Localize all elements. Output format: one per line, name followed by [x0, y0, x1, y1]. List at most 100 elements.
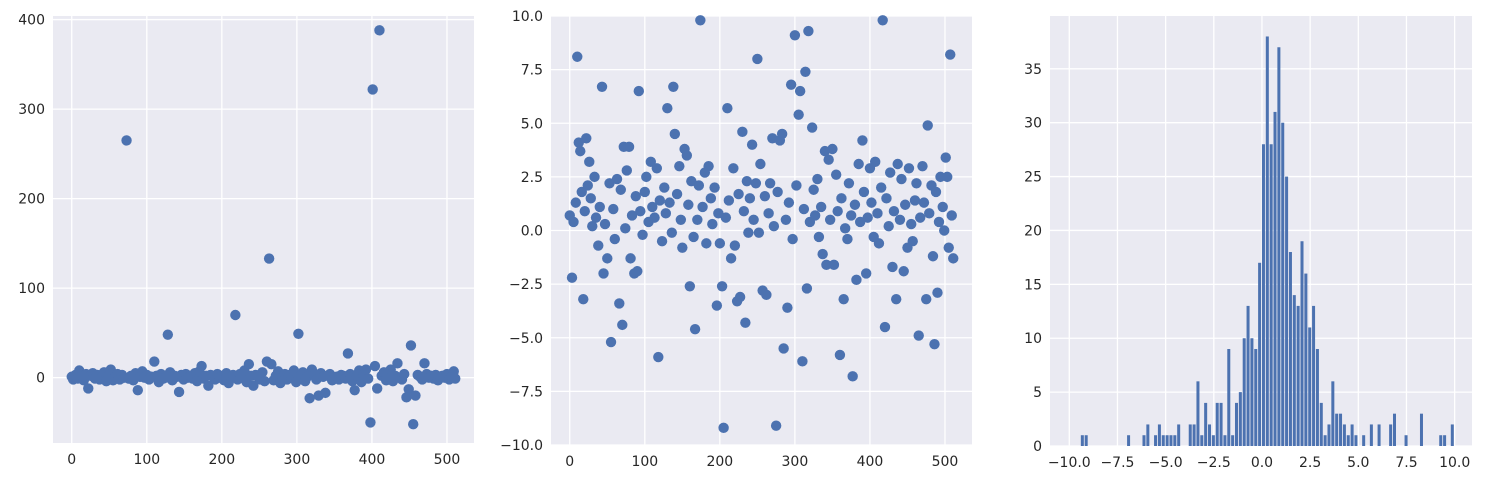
- scatter-point: [759, 190, 771, 202]
- histogram-bar: [1285, 176, 1289, 446]
- scatter-point: [930, 186, 942, 198]
- histogram-bar: [1392, 413, 1397, 446]
- scatter-point: [656, 236, 668, 247]
- scatter-point: [917, 160, 928, 172]
- scatter-point: [692, 214, 703, 225]
- scatter-point: [921, 293, 932, 305]
- scatter-point: [689, 323, 701, 335]
- scatter-point: [752, 53, 763, 65]
- x-tick-label: 200: [208, 452, 235, 468]
- scatter-point: [924, 208, 935, 219]
- scatter-point: [371, 383, 383, 394]
- scatter-point: [320, 387, 331, 399]
- scatter-point: [609, 233, 620, 245]
- scatter-point: [932, 287, 943, 298]
- histogram-bar: [1389, 424, 1393, 446]
- scatter-point: [196, 360, 207, 372]
- scatter-point: [651, 163, 663, 174]
- histogram-bar: [1335, 413, 1339, 446]
- scatter-point: [572, 51, 583, 62]
- scatter-point: [602, 253, 613, 264]
- scatter-point: [362, 373, 374, 384]
- scatter-panel-left: 0 100 200 300 400 500 0 100 200 300 400: [18, 13, 474, 468]
- scatter-point: [681, 150, 693, 161]
- scatter-point: [683, 199, 694, 210]
- scatter-point: [575, 145, 586, 157]
- histogram-bar: [1377, 424, 1381, 446]
- histogram-bar: [1188, 424, 1192, 446]
- scatter-point: [733, 188, 744, 200]
- histogram-bar: [1208, 424, 1212, 446]
- scatter-point: [671, 188, 683, 200]
- scatter-point: [803, 25, 814, 37]
- scatter-point: [626, 210, 638, 221]
- histogram-bar: [1319, 402, 1323, 446]
- y-tick-label: 15: [1024, 277, 1042, 293]
- histogram-bar: [1342, 424, 1346, 446]
- scatter-point: [729, 240, 741, 251]
- y-tick-label: 5.0: [521, 116, 543, 132]
- scatter-point: [450, 373, 461, 384]
- scatter-point: [753, 227, 765, 238]
- histogram-panel-right: −10.0 −7.5 −5.0 −2.5 0.0 2.5 5.0 7.5 10.0 0 5 10 15 2…: [1024, 16, 1472, 471]
- histogram-bar: [1308, 327, 1312, 446]
- histogram-bar: [1227, 349, 1231, 446]
- scatter-point: [266, 359, 277, 370]
- scatter-point: [633, 85, 645, 97]
- scatter-point: [800, 66, 811, 77]
- histogram-bar: [1223, 435, 1227, 446]
- y-tick-label: 0.0: [521, 224, 543, 240]
- scatter-point: [869, 156, 881, 168]
- scatter-point: [851, 274, 862, 286]
- scatter-point: [836, 193, 847, 204]
- scatter-point: [581, 133, 592, 144]
- scatter-point: [821, 259, 832, 271]
- scatter-point: [419, 358, 430, 369]
- scatter-point: [834, 349, 846, 361]
- histogram-bar: [1443, 435, 1447, 446]
- scatter-point: [738, 205, 750, 217]
- histogram-bar: [1281, 122, 1285, 447]
- scatter-point: [593, 240, 604, 251]
- x-tick-label: 200: [706, 454, 733, 470]
- scatter-point: [641, 171, 652, 183]
- histogram-bar: [1300, 241, 1304, 446]
- histogram-bar: [1346, 435, 1350, 446]
- x-tick-label: 500: [932, 454, 959, 470]
- scatter-point: [929, 338, 940, 350]
- histogram-bar: [1165, 435, 1169, 446]
- histogram-bar: [1273, 111, 1277, 446]
- scatter-point: [621, 165, 632, 176]
- x-tick-label: 300: [782, 454, 809, 470]
- scatter-point: [688, 231, 699, 243]
- scatter-point: [617, 319, 628, 331]
- scatter-point: [677, 242, 688, 253]
- scatter-point: [705, 193, 717, 204]
- scatter-point: [257, 367, 268, 378]
- scatter-point: [668, 81, 679, 92]
- scatter-point: [659, 182, 670, 193]
- scatter-point: [789, 30, 801, 41]
- scatter-point: [857, 135, 868, 146]
- scatter-point: [585, 193, 596, 204]
- scatter-point: [879, 321, 891, 333]
- scatter-point: [403, 384, 414, 395]
- scatter-point: [669, 128, 681, 140]
- histogram-bar: [1196, 381, 1200, 446]
- histogram-bar: [1354, 435, 1358, 446]
- scatter-point: [842, 233, 853, 245]
- histogram-bar: [1142, 435, 1146, 446]
- scatter-point: [913, 330, 924, 341]
- scatter-point: [718, 422, 729, 434]
- x-tick-label: 0: [565, 454, 574, 470]
- scatter-point: [639, 186, 651, 198]
- scatter-point: [392, 358, 403, 369]
- scatter-point: [873, 238, 885, 249]
- scatter-point: [894, 214, 906, 225]
- scatter-point: [900, 199, 911, 210]
- scatter-point: [675, 214, 687, 225]
- scatter-point: [942, 171, 953, 183]
- scatter-point: [892, 158, 903, 170]
- scatter-point: [918, 197, 930, 208]
